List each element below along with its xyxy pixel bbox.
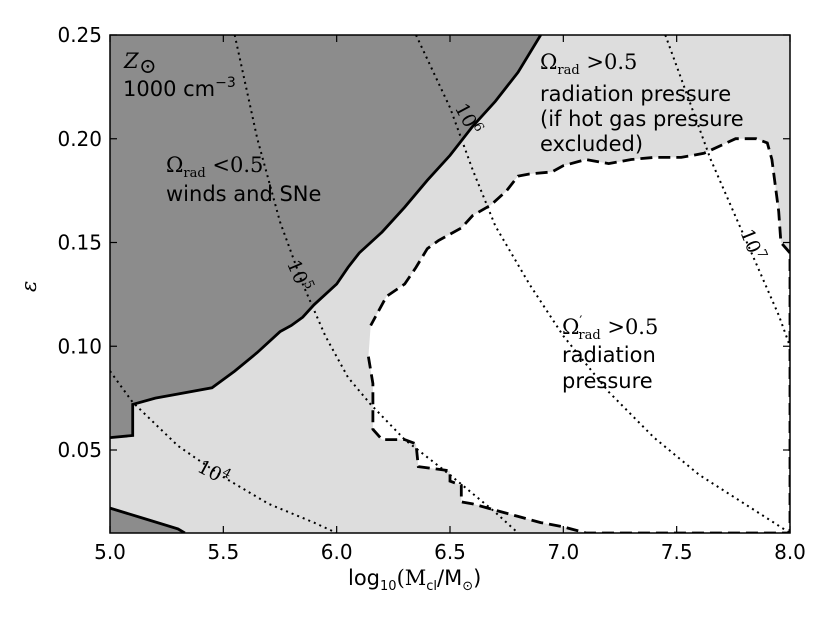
svg-text:Ω′rad >0.5: Ω′ rad >0.5 (562, 314, 658, 343)
label-radiation-pressure: Ω′ rad >0.5 radiation pressure (562, 314, 658, 393)
y-tick-label: 0.15 (57, 231, 102, 255)
x-tick-label: 6.0 (321, 540, 353, 564)
svg-text:⊙: ⊙ (139, 54, 157, 78)
svg-text:radiation pressure: radiation pressure (540, 82, 731, 106)
winds-sne-boundary (110, 35, 542, 439)
annotation-density: 1000 cm−3 (123, 75, 236, 101)
x-tick-label: 8.0 (774, 540, 806, 564)
x-tick-label: 6.5 (434, 540, 466, 564)
region-radiation-pressure (368, 138, 790, 533)
svg-text:Ωrad >0.5: Ωrad >0.5 (540, 50, 637, 78)
svg-text:log10(Mcl/M⊙): log10(Mcl/M⊙) (348, 566, 481, 594)
y-tick-label: 0.05 (57, 438, 102, 462)
label-winds-sne: Ωrad <0.5 winds and SNe (166, 153, 321, 206)
svg-text:winds and SNe: winds and SNe (166, 182, 321, 206)
density-contour-line (233, 35, 519, 533)
svg-text:pressure: pressure (562, 369, 653, 393)
y-tick-label: 0.20 (57, 127, 102, 151)
svg-text:Z: Z (123, 49, 139, 73)
density-contour-line (415, 35, 790, 533)
x-tick-label: 5.5 (207, 540, 239, 564)
x-tick-label: 7.5 (661, 540, 693, 564)
svg-text:(if hot gas pressure: (if hot gas pressure (540, 107, 744, 131)
x-axis-label: log10(Mcl/M⊙) (348, 566, 481, 594)
label-radiation-pressure-excluded: Ωrad >0.5 radiation pressure (if hot gas… (540, 50, 744, 156)
svg-text:radiation: radiation (562, 343, 656, 367)
region-winds-sne (110, 35, 541, 438)
density-contour-line (110, 370, 338, 533)
annotation-metallicity: Z ⊙ (123, 49, 157, 78)
svg-text:excluded): excluded) (540, 132, 643, 156)
x-tick-label: 5.0 (94, 540, 126, 564)
y-tick-label: 0.10 (57, 334, 102, 358)
svg-text:Ωrad <0.5: Ωrad <0.5 (166, 153, 263, 181)
bottom-dark-boundary (110, 506, 186, 533)
y-axis-label: ε (17, 281, 41, 292)
x-tick-label: 7.0 (547, 540, 579, 564)
y-tick-label: 0.25 (57, 23, 102, 47)
density-contour-line (664, 35, 790, 347)
